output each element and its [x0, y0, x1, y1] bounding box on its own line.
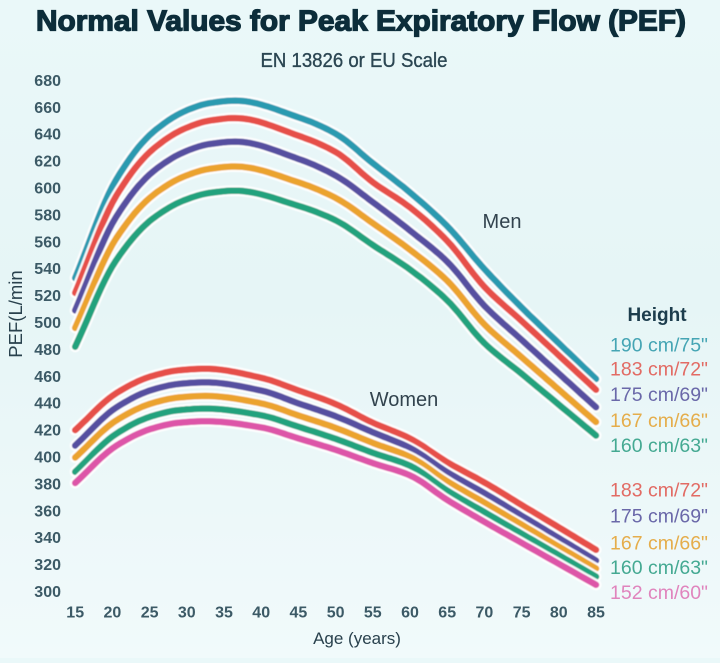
svg-text:30: 30 [178, 605, 196, 622]
svg-text:580: 580 [34, 207, 61, 224]
svg-text:560: 560 [34, 234, 61, 251]
svg-text:680: 680 [34, 73, 61, 90]
svg-text:Women: Women [370, 389, 439, 411]
svg-text:167 cm/66": 167 cm/66" [610, 532, 708, 554]
svg-text:320: 320 [34, 557, 61, 574]
svg-text:300: 300 [34, 584, 61, 601]
svg-text:175 cm/69": 175 cm/69" [610, 384, 708, 406]
svg-text:PEF(L/min: PEF(L/min [5, 270, 26, 357]
svg-text:85: 85 [587, 605, 605, 622]
svg-text:520: 520 [34, 288, 61, 305]
svg-text:183 cm/72": 183 cm/72" [610, 480, 708, 502]
svg-text:183 cm/72": 183 cm/72" [610, 359, 708, 381]
svg-text:420: 420 [34, 423, 61, 440]
svg-text:Normal Values for Peak Expirat: Normal Values for Peak Expiratory Flow (… [36, 6, 686, 38]
svg-text:660: 660 [34, 100, 61, 117]
svg-text:160 cm/63": 160 cm/63" [610, 557, 708, 579]
svg-text:340: 340 [34, 530, 61, 547]
svg-text:65: 65 [438, 605, 456, 622]
svg-text:55: 55 [364, 605, 382, 622]
svg-text:500: 500 [34, 315, 61, 332]
svg-text:45: 45 [290, 605, 308, 622]
svg-text:15: 15 [66, 605, 84, 622]
svg-text:20: 20 [104, 605, 122, 622]
svg-text:360: 360 [34, 503, 61, 520]
svg-text:50: 50 [327, 605, 345, 622]
svg-text:380: 380 [34, 476, 61, 493]
svg-text:EN 13826 or EU Scale: EN 13826 or EU Scale [261, 50, 448, 72]
svg-text:480: 480 [34, 342, 61, 359]
svg-text:400: 400 [34, 450, 61, 467]
svg-text:540: 540 [34, 261, 61, 278]
svg-text:600: 600 [34, 181, 61, 198]
svg-text:35: 35 [215, 605, 233, 622]
svg-text:Height: Height [627, 305, 687, 326]
svg-text:160 cm/63": 160 cm/63" [610, 435, 708, 457]
svg-text:460: 460 [34, 369, 61, 386]
svg-text:25: 25 [141, 605, 159, 622]
svg-text:440: 440 [34, 396, 61, 413]
svg-text:60: 60 [401, 605, 419, 622]
svg-text:40: 40 [252, 605, 270, 622]
svg-text:175 cm/69": 175 cm/69" [610, 506, 708, 528]
svg-text:167 cm/66": 167 cm/66" [610, 410, 708, 432]
svg-text:Men: Men [483, 211, 522, 233]
svg-text:80: 80 [550, 605, 568, 622]
svg-text:640: 640 [34, 127, 61, 144]
svg-text:75: 75 [513, 605, 531, 622]
svg-text:620: 620 [34, 154, 61, 171]
svg-text:Age (years): Age (years) [313, 629, 401, 648]
svg-text:70: 70 [476, 605, 494, 622]
svg-text:152 cm/60": 152 cm/60" [610, 582, 708, 604]
svg-text:190 cm/75": 190 cm/75" [610, 335, 708, 357]
